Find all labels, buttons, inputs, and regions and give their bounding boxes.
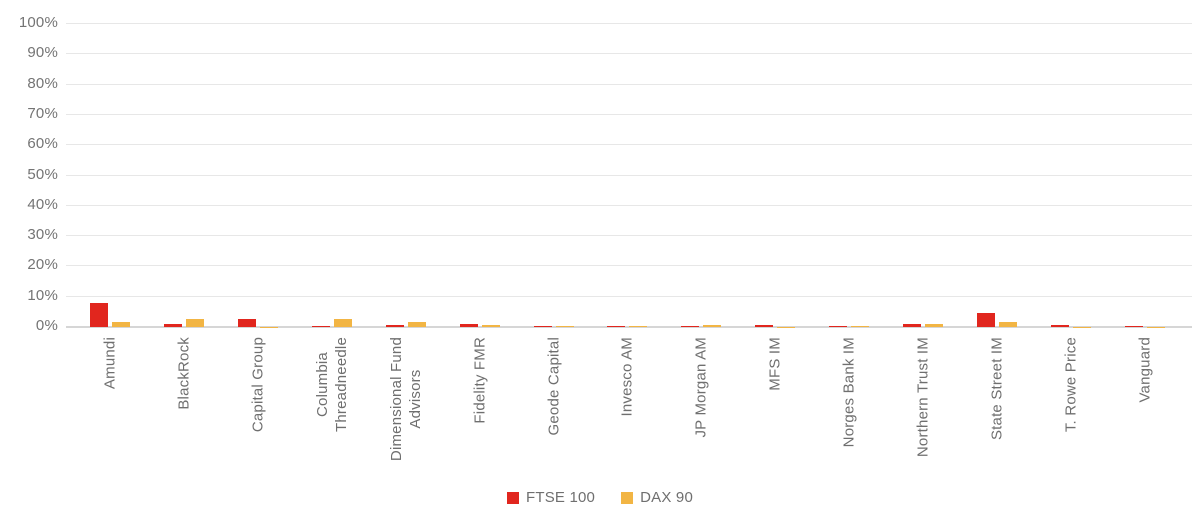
y-axis-tick-label: 50%: [27, 165, 58, 183]
bar-ftse-100: [237, 318, 256, 327]
y-axis-tick-label: 80%: [27, 74, 58, 92]
x-axis-category-label: T. Rowe Price: [1062, 337, 1080, 433]
y-axis-tick-label: 100%: [18, 14, 58, 31]
bar-ftse-100: [829, 326, 848, 327]
bar-ftse-100: [385, 324, 404, 327]
gridline: [66, 204, 1192, 206]
bar-ftse-100: [311, 326, 330, 327]
bar-ftse-100: [163, 323, 182, 327]
x-axis-category-label: MFS IM: [766, 337, 784, 391]
legend-label-ftse-100: FTSE 100: [525, 489, 596, 506]
gridline: [66, 144, 1192, 146]
bar-ftse-100: [89, 302, 108, 327]
bar-ftse-100: [459, 323, 478, 327]
dax-90-swatch-icon: [621, 491, 634, 504]
y-axis-tick-label: 10%: [27, 286, 58, 304]
bar-dax-90: [333, 318, 352, 327]
y-axis-tick-label: 70%: [27, 104, 58, 122]
gridline: [66, 113, 1192, 115]
x-axis-category-label: JP Morgan AM: [692, 337, 710, 438]
y-axis-tick-label: 20%: [27, 256, 58, 274]
bar-ftse-100: [903, 323, 922, 327]
gridline: [66, 235, 1192, 237]
x-axis-category-label: Northern Trust IM: [914, 337, 932, 458]
bar-dax-90: [185, 318, 204, 327]
x-axis-category-label: BlackRock: [175, 337, 193, 410]
y-axis-tick-label: 60%: [27, 135, 58, 153]
bar-ftse-100: [977, 313, 996, 327]
bar-dax-90: [555, 326, 574, 327]
chart-legend: FTSE 100 DAX 90: [0, 489, 1200, 506]
y-axis-tick-label: 30%: [27, 226, 58, 244]
x-axis-category-label: Columbia Threadneedle: [313, 337, 350, 432]
bar-dax-90: [629, 326, 648, 327]
bar-dax-90: [703, 324, 722, 327]
bar-ftse-100: [607, 326, 626, 327]
x-axis-category-label: Dimensional Fund Advisors: [387, 337, 424, 462]
x-axis-category-label: Geode Capital: [545, 337, 563, 436]
gridline: [66, 23, 1192, 24]
bar-dax-90: [481, 325, 500, 327]
y-axis-tick-label: 90%: [27, 44, 58, 62]
bar-dax-90: [925, 323, 944, 327]
legend-item-ftse-100: FTSE 100: [506, 489, 596, 506]
bar-dax-90: [407, 321, 426, 327]
bar-ftse-100: [1051, 325, 1070, 327]
x-axis-category-label: Norges Bank IM: [840, 337, 858, 448]
legend-item-dax-90: DAX 90: [621, 489, 693, 506]
ftse-100-swatch-icon: [506, 491, 519, 504]
bar-dax-90: [111, 322, 130, 327]
bar-ftse-100: [681, 326, 700, 327]
bar-ftse-100: [1124, 326, 1143, 327]
x-axis-category-label: Vanguard: [1136, 337, 1154, 403]
legend-label-dax-90: DAX 90: [640, 489, 694, 506]
x-axis-category-label: Amundi: [101, 337, 119, 390]
bar-dax-90: [999, 322, 1018, 327]
x-axis-baseline: [66, 326, 1192, 328]
gridline: [66, 174, 1192, 176]
y-axis-tick-label: 0%: [35, 317, 58, 334]
gridline: [66, 265, 1192, 267]
y-axis-tick-label: 40%: [27, 195, 58, 213]
x-axis-category-label: Capital Group: [249, 337, 267, 433]
bar-ftse-100: [533, 326, 552, 327]
x-axis-category-label: Fidelity FMR: [471, 337, 489, 424]
bar-dax-90: [851, 326, 870, 327]
bar-ftse-100: [755, 324, 774, 327]
x-axis-category-label: Invesco AM: [618, 337, 636, 417]
gridline: [66, 53, 1192, 55]
x-axis-category-label: State Street IM: [988, 337, 1006, 441]
gridline: [66, 83, 1192, 85]
gridline: [66, 295, 1192, 297]
